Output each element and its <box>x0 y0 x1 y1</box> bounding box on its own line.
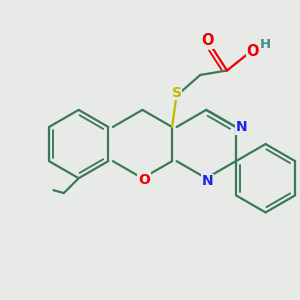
Text: S: S <box>172 86 182 100</box>
Text: O: O <box>201 33 213 48</box>
Text: N: N <box>236 120 247 134</box>
Text: O: O <box>247 44 259 59</box>
Text: O: O <box>138 173 150 187</box>
Text: H: H <box>260 38 271 51</box>
Text: N: N <box>202 174 214 188</box>
